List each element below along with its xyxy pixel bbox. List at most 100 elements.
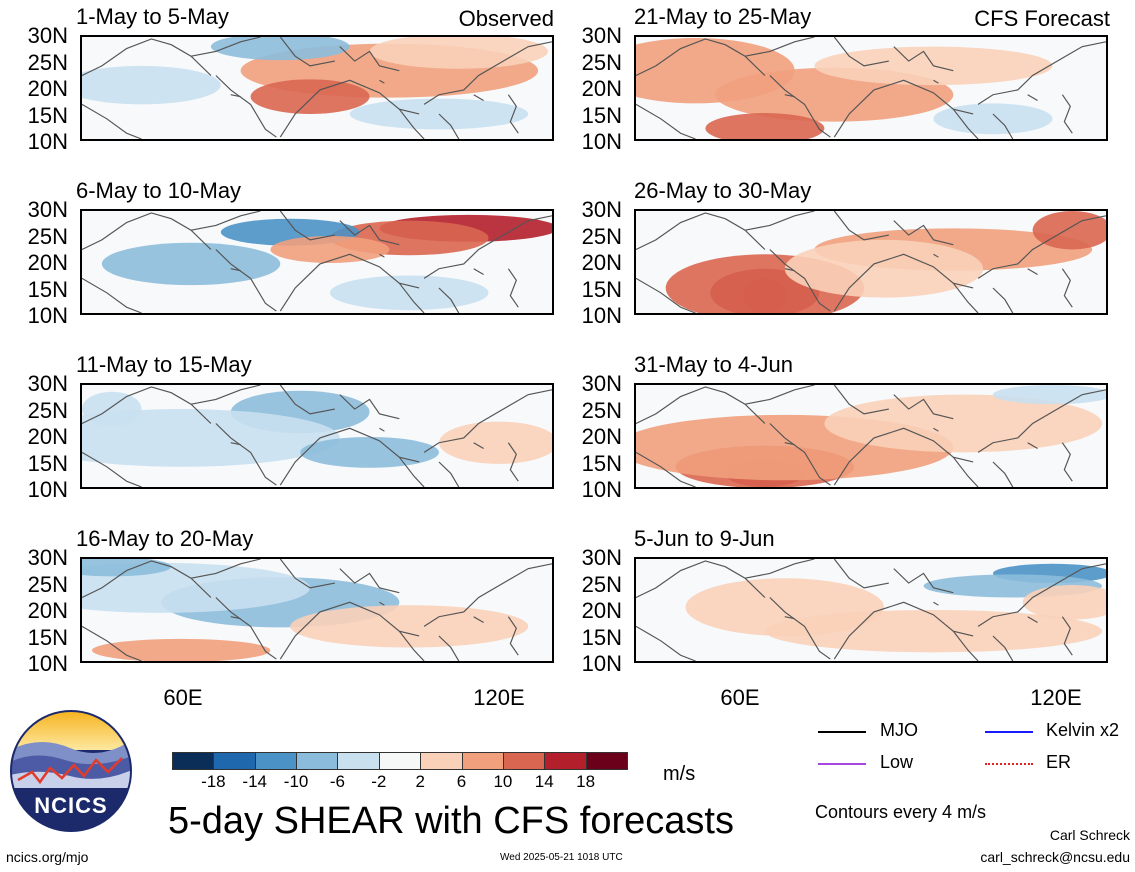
coastline <box>423 389 552 453</box>
coastline <box>507 442 519 482</box>
coastline <box>279 37 335 67</box>
coastline <box>833 385 889 415</box>
shading-region <box>784 239 984 298</box>
coastline <box>784 253 1038 276</box>
lat-label: 15N <box>27 624 68 650</box>
colorbar-tick-label: -14 <box>242 772 267 791</box>
colorbar-tick-label: -10 <box>283 772 309 791</box>
coastline <box>636 212 766 251</box>
shading-region <box>992 385 1106 405</box>
coastline <box>190 385 261 405</box>
lat-label: 25N <box>581 571 622 597</box>
lat-label: 25N <box>27 49 68 75</box>
panel-title: 16-May to 20-May <box>76 526 254 551</box>
legend-line-mjo <box>818 731 866 733</box>
colorbar-swatch <box>420 752 463 770</box>
logo-text: NCICS <box>34 793 108 818</box>
coastline <box>784 79 1038 102</box>
panel-title: 26-May to 30-May <box>634 178 812 203</box>
colorbar-tick-label: -6 <box>329 772 346 791</box>
coastline <box>507 94 519 134</box>
coastline <box>215 75 277 138</box>
coastline <box>992 287 1014 313</box>
lat-label: 10N <box>581 651 622 676</box>
coastline <box>833 79 974 138</box>
coastline <box>1061 94 1073 134</box>
panel-title: 11-May to 15-May <box>76 352 252 377</box>
coastline <box>398 282 425 313</box>
coastline <box>82 277 142 313</box>
shading-region <box>82 562 311 613</box>
coastline <box>952 108 979 139</box>
lat-label: 10N <box>27 303 68 328</box>
footer-url[interactable]: ncics.org/mjo <box>6 849 89 865</box>
coastline <box>1061 442 1073 482</box>
coastline <box>279 601 420 660</box>
coastline <box>423 563 552 627</box>
coastline <box>279 427 420 486</box>
coastline <box>893 394 954 420</box>
lat-label: 25N <box>27 397 68 423</box>
coastline <box>952 456 979 487</box>
coastline <box>279 211 335 241</box>
lat-label: 30N <box>581 371 622 396</box>
shading-region <box>1022 584 1106 620</box>
coastline <box>339 46 400 72</box>
colorbar-tick-label: -2 <box>371 772 387 791</box>
colorbar-unit: m/s <box>663 763 696 785</box>
colorbar-swatch <box>461 752 504 770</box>
lat-label: 20N <box>581 76 622 101</box>
coastline <box>784 601 1038 624</box>
coastline <box>423 215 552 279</box>
panel-title: 21-May to 25-May <box>634 4 812 29</box>
shading-region <box>270 236 390 263</box>
map-panel <box>634 35 1108 141</box>
coastline <box>82 103 142 139</box>
lat-label: 10N <box>27 477 68 502</box>
coastline <box>769 249 831 312</box>
coastline <box>1061 268 1073 308</box>
legend-label-low: Low <box>880 752 914 772</box>
map-panel <box>634 383 1108 489</box>
colorbar-tick-label: 14 <box>534 772 554 791</box>
lat-label: 15N <box>27 276 68 302</box>
coastline <box>230 427 484 450</box>
coastline <box>744 211 815 231</box>
footer-email[interactable]: carl_schreck@ncsu.edu <box>980 849 1130 865</box>
coastline <box>636 38 766 77</box>
lat-label: 30N <box>581 545 622 570</box>
lat-label: 20N <box>27 76 68 101</box>
ncics-logo: NCICS <box>10 710 132 832</box>
legend-label-mjo: MJO <box>880 720 918 740</box>
coastline <box>215 423 277 486</box>
lon-label-60e-left: 60E <box>163 685 203 710</box>
coastline <box>82 451 142 487</box>
coastline <box>82 212 212 251</box>
coastline <box>636 386 766 425</box>
coastline <box>190 211 261 231</box>
coastline <box>279 559 335 589</box>
coastline <box>230 253 484 276</box>
lat-label: 20N <box>27 424 68 449</box>
colorbar-tick-label: 18 <box>576 772 596 791</box>
lat-label: 20N <box>581 250 622 275</box>
coastline <box>230 601 484 624</box>
lat-label: 20N <box>27 598 68 623</box>
coastline <box>339 220 400 246</box>
lat-label: 30N <box>27 545 68 570</box>
coastline <box>423 41 552 105</box>
shading-region <box>82 559 172 577</box>
lat-label: 25N <box>27 571 68 597</box>
colorbar-tick-label: 10 <box>493 772 513 791</box>
coastline <box>833 37 889 67</box>
coastline <box>190 37 261 57</box>
coastline <box>977 389 1106 453</box>
legend-line-kelvin <box>985 731 1033 733</box>
coastline <box>833 559 889 589</box>
lat-label: 25N <box>581 397 622 423</box>
panel-title: 1-May to 5-May <box>76 4 229 29</box>
lon-label-120e-right: 120E <box>1030 685 1082 710</box>
colorbar-tick-label: 6 <box>456 772 467 791</box>
shading-region <box>329 275 489 311</box>
lat-label: 15N <box>581 624 622 650</box>
